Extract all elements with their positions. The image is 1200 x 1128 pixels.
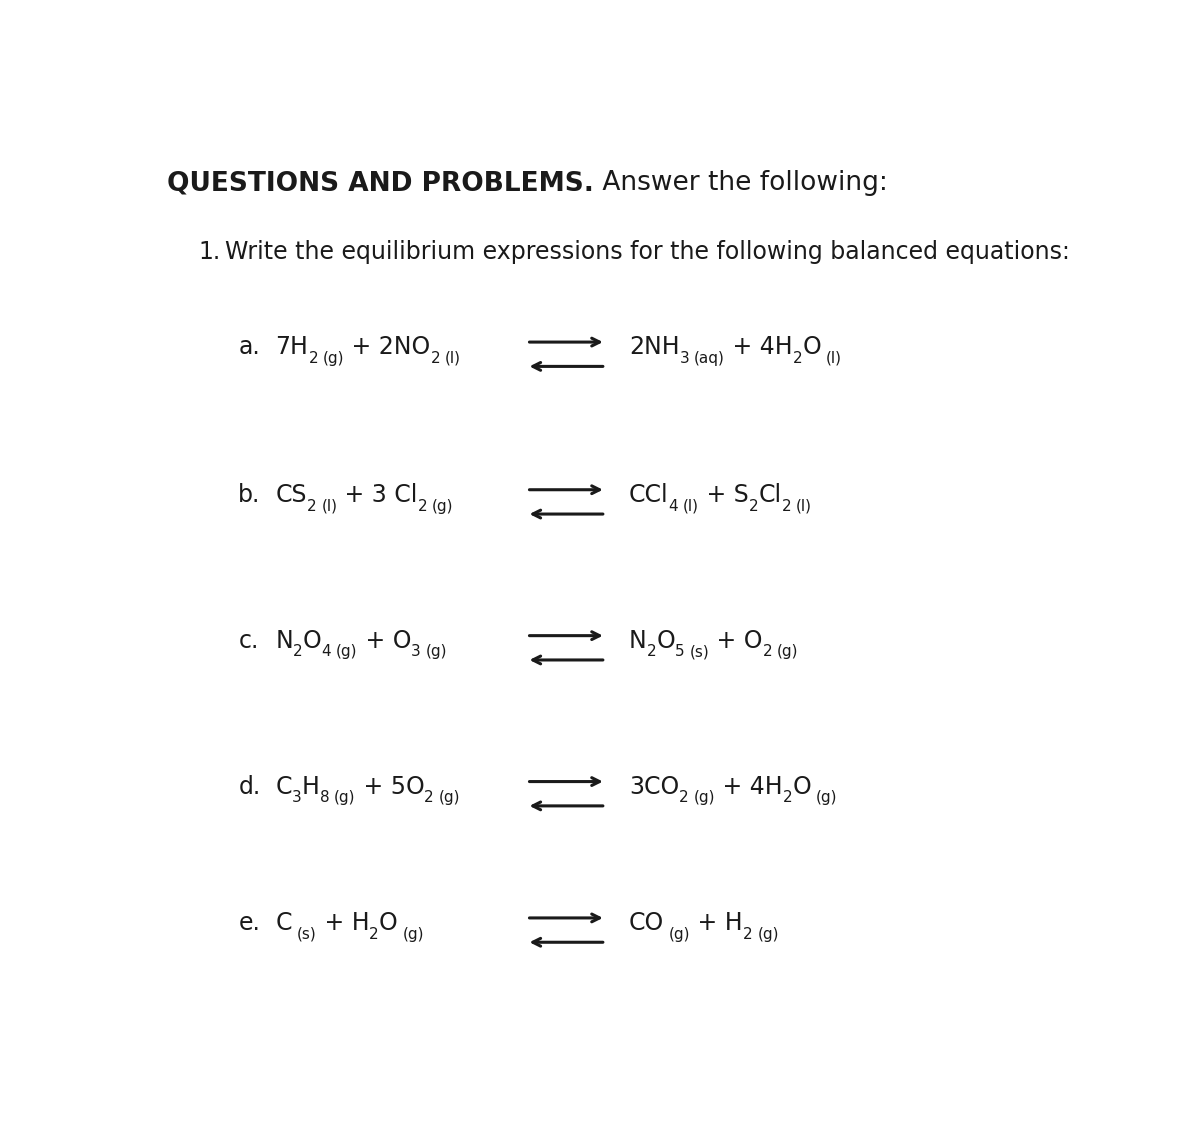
Text: 2: 2 bbox=[679, 791, 689, 805]
Text: O: O bbox=[803, 335, 821, 359]
Text: (l): (l) bbox=[826, 351, 841, 365]
Text: 8: 8 bbox=[319, 791, 329, 805]
Text: 2: 2 bbox=[293, 644, 302, 660]
Text: 2: 2 bbox=[782, 791, 792, 805]
Text: (g): (g) bbox=[323, 351, 344, 365]
Text: + 4H: + 4H bbox=[715, 775, 782, 799]
Text: + S: + S bbox=[698, 483, 749, 506]
Text: + O: + O bbox=[358, 628, 412, 653]
Text: 3: 3 bbox=[679, 351, 689, 365]
Text: (g): (g) bbox=[816, 791, 838, 805]
Text: 2: 2 bbox=[743, 927, 752, 942]
Text: 2: 2 bbox=[781, 499, 791, 513]
Text: 2: 2 bbox=[763, 644, 773, 660]
Text: N: N bbox=[629, 628, 647, 653]
Text: + 3 Cl: + 3 Cl bbox=[337, 483, 418, 506]
Text: + 5O: + 5O bbox=[355, 775, 425, 799]
Text: (g): (g) bbox=[334, 791, 355, 805]
Text: Write the equilibrium expressions for the following balanced equations:: Write the equilibrium expressions for th… bbox=[226, 239, 1070, 264]
Text: O: O bbox=[656, 628, 676, 653]
Text: + H: + H bbox=[690, 911, 743, 935]
Text: 2: 2 bbox=[308, 351, 318, 365]
Text: C: C bbox=[276, 911, 292, 935]
Text: (s): (s) bbox=[296, 927, 317, 942]
Text: QUESTIONS AND PROBLEMS.: QUESTIONS AND PROBLEMS. bbox=[167, 170, 594, 196]
Text: CS: CS bbox=[276, 483, 307, 506]
Text: C: C bbox=[276, 775, 292, 799]
Text: (l): (l) bbox=[796, 499, 812, 513]
Text: (g): (g) bbox=[426, 644, 448, 660]
Text: 4: 4 bbox=[322, 644, 331, 660]
Text: (g): (g) bbox=[694, 791, 715, 805]
Text: c.: c. bbox=[239, 628, 259, 653]
Text: 3: 3 bbox=[412, 644, 421, 660]
Text: 2: 2 bbox=[647, 644, 656, 660]
Text: b.: b. bbox=[239, 483, 260, 506]
Text: (g): (g) bbox=[336, 644, 358, 660]
Text: H: H bbox=[302, 775, 319, 799]
Text: 1.: 1. bbox=[198, 239, 221, 264]
Text: (g): (g) bbox=[402, 927, 424, 942]
Text: 3: 3 bbox=[292, 791, 302, 805]
Text: 2: 2 bbox=[370, 927, 379, 942]
Text: 2: 2 bbox=[431, 351, 440, 365]
Text: + H: + H bbox=[317, 911, 370, 935]
Text: + 4H: + 4H bbox=[725, 335, 792, 359]
Text: O: O bbox=[792, 775, 811, 799]
Text: CO: CO bbox=[629, 911, 665, 935]
Text: 2NH: 2NH bbox=[629, 335, 679, 359]
Text: CCl: CCl bbox=[629, 483, 668, 506]
Text: (g): (g) bbox=[439, 791, 460, 805]
Text: (l): (l) bbox=[683, 499, 698, 513]
Text: (l): (l) bbox=[322, 499, 337, 513]
Text: 7H: 7H bbox=[276, 335, 308, 359]
Text: + 2NO: + 2NO bbox=[344, 335, 431, 359]
Text: (g): (g) bbox=[668, 927, 690, 942]
Text: 2: 2 bbox=[418, 499, 427, 513]
Text: a.: a. bbox=[239, 335, 260, 359]
Text: (s): (s) bbox=[690, 644, 709, 660]
Text: d.: d. bbox=[239, 775, 260, 799]
Text: 5: 5 bbox=[676, 644, 685, 660]
Text: (g): (g) bbox=[757, 927, 779, 942]
Text: O: O bbox=[379, 911, 397, 935]
Text: (l): (l) bbox=[445, 351, 461, 365]
Text: 3CO: 3CO bbox=[629, 775, 679, 799]
Text: Cl: Cl bbox=[758, 483, 781, 506]
Text: 2: 2 bbox=[425, 791, 434, 805]
Text: Answer the following:: Answer the following: bbox=[594, 170, 888, 196]
Text: 2: 2 bbox=[307, 499, 317, 513]
Text: e.: e. bbox=[239, 911, 260, 935]
Text: 2: 2 bbox=[792, 351, 802, 365]
Text: N: N bbox=[276, 628, 293, 653]
Text: 4: 4 bbox=[668, 499, 678, 513]
Text: + O: + O bbox=[709, 628, 763, 653]
Text: (g): (g) bbox=[778, 644, 798, 660]
Text: (aq): (aq) bbox=[694, 351, 725, 365]
Text: 2: 2 bbox=[749, 499, 758, 513]
Text: (g): (g) bbox=[432, 499, 454, 513]
Text: O: O bbox=[302, 628, 322, 653]
